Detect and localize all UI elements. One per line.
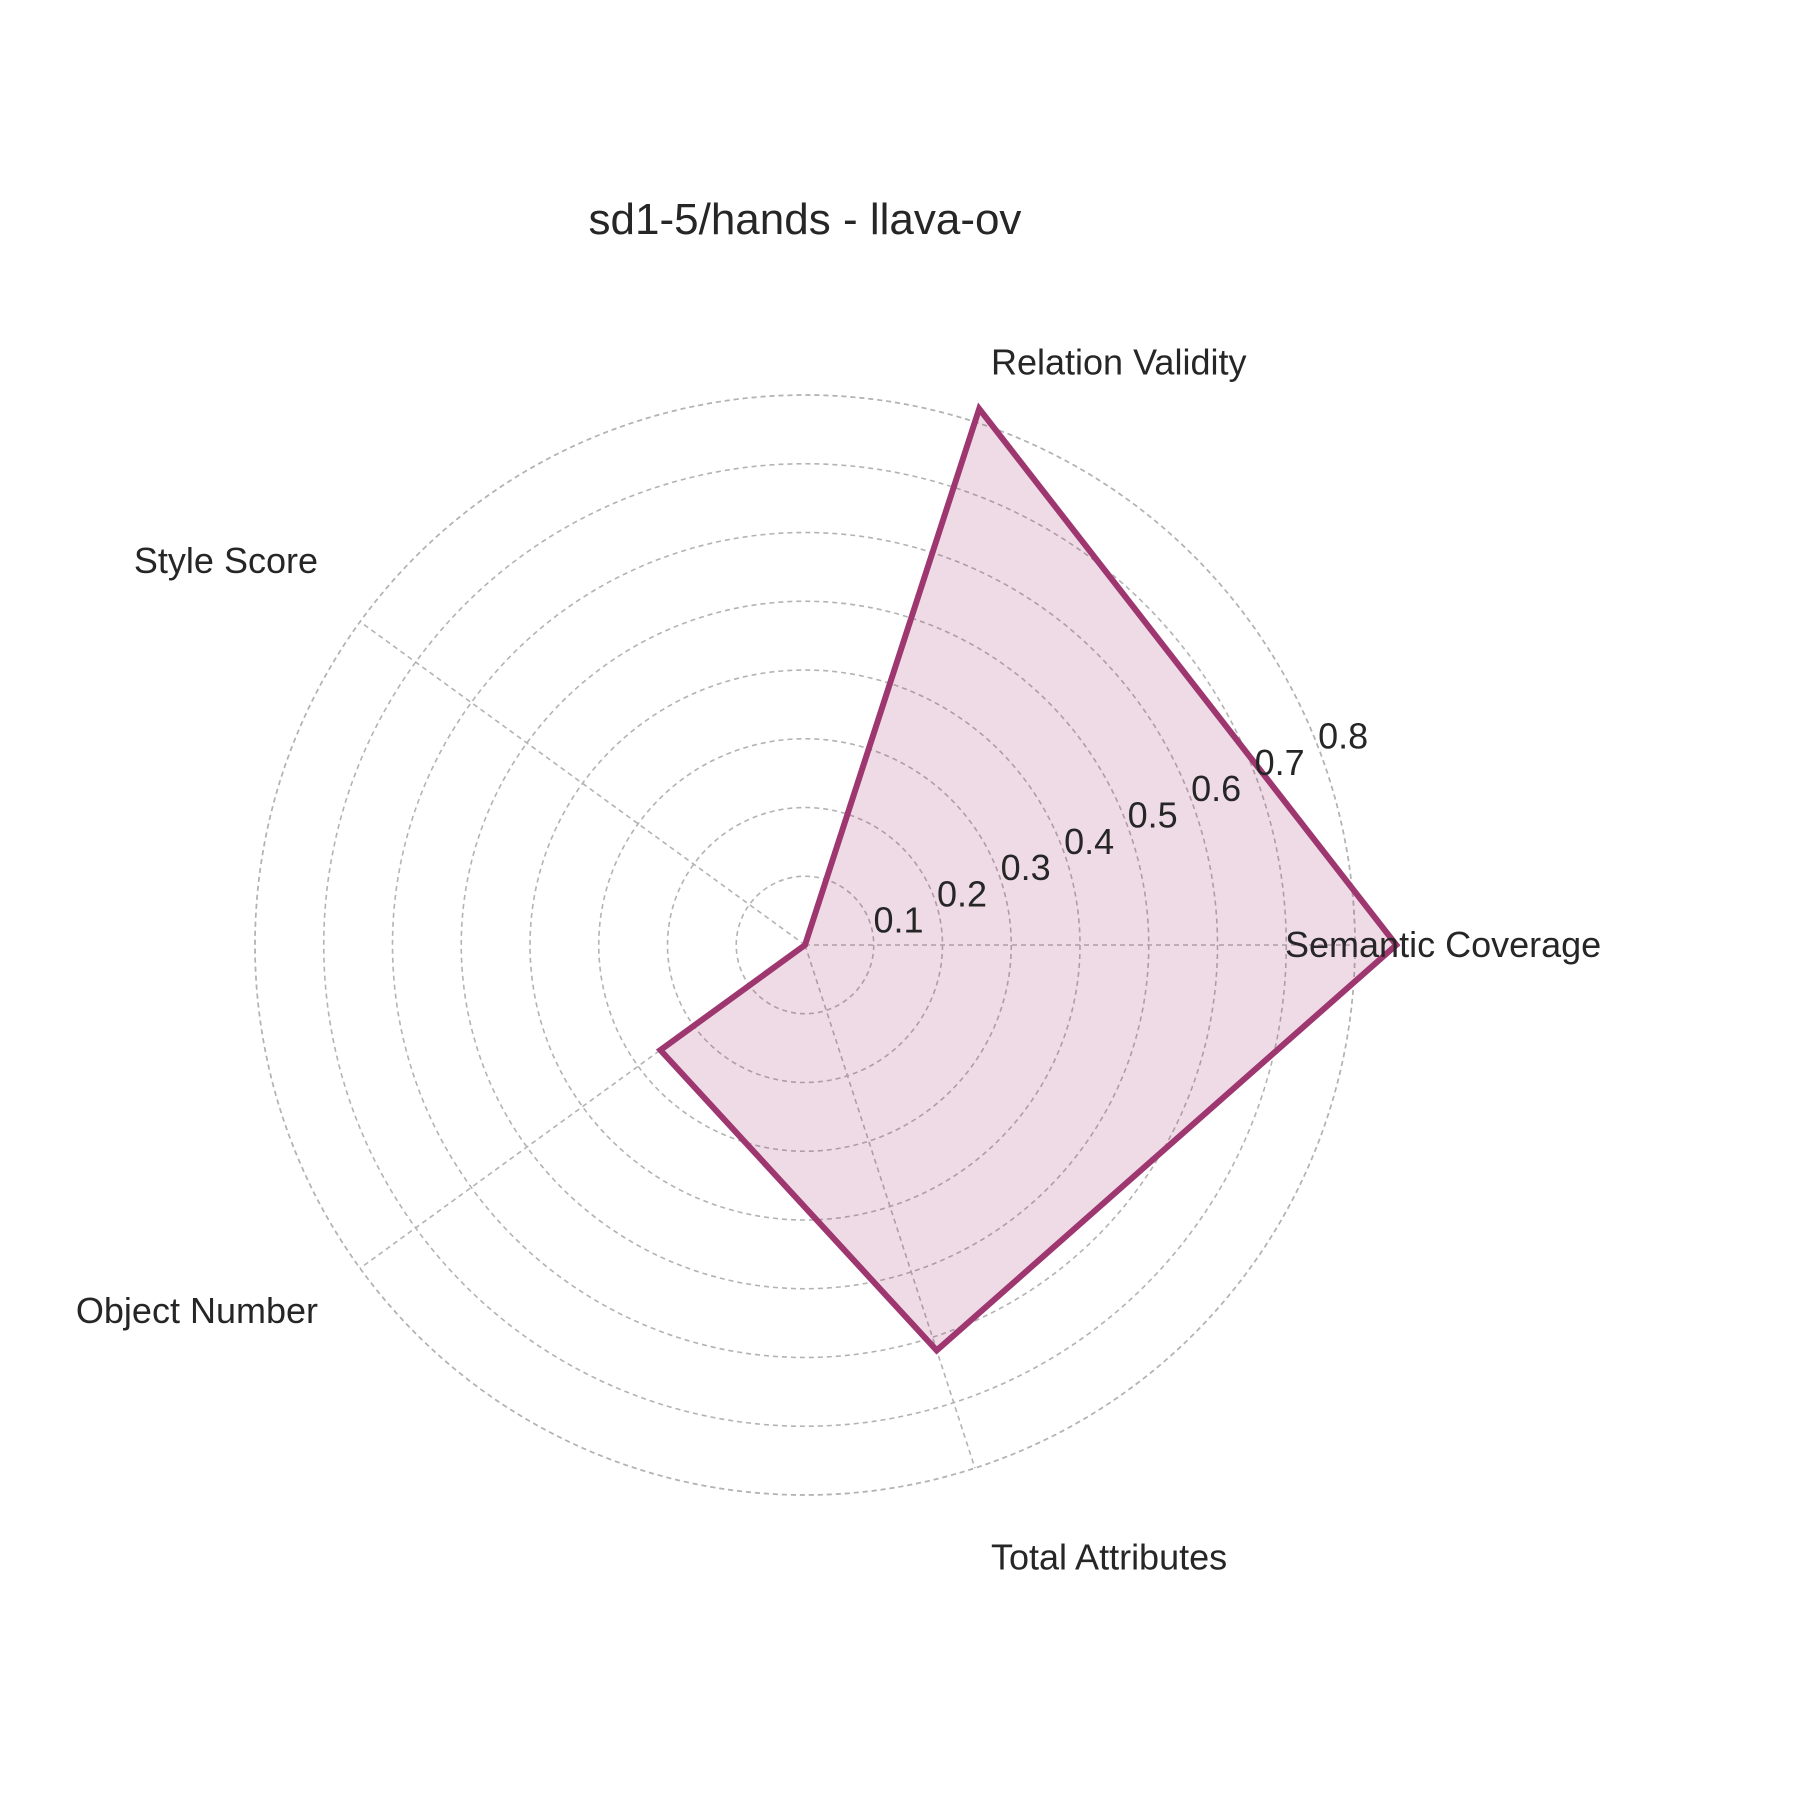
radial-ticks: 0.1 0.2 0.3 0.4 0.5 0.6 0.7 0.8 (874, 716, 1369, 941)
spoke-style-score (359, 621, 806, 946)
axis-label-total-attributes: Total Attributes (991, 1537, 1227, 1578)
axis-label-relation-validity: Relation Validity (991, 342, 1246, 383)
axis-labels: Semantic Coverage Relation Validity Style … (76, 342, 1601, 1578)
axis-label-object-number: Object Number (76, 1290, 318, 1331)
spoke-total-attributes (804, 944, 976, 1469)
grid-ring-0.6 (391, 531, 1219, 1359)
rtick-label: 0.7 (1255, 742, 1305, 783)
grid-ring-0.3 (597, 737, 1013, 1153)
grid-ring-0.1 (735, 875, 875, 1015)
rtick-label: 0.4 (1064, 821, 1114, 862)
rtick-label: 0.2 (937, 873, 987, 914)
rtick-label: 0.5 (1128, 795, 1178, 836)
rtick-label: 0.6 (1191, 768, 1241, 809)
rtick-label: 0.8 (1318, 716, 1368, 757)
series-layer (655, 402, 1401, 1355)
series-line (655, 402, 1401, 1355)
axis-label-style-score: Style Score (134, 540, 318, 581)
rtick-label: 0.3 (1001, 847, 1051, 888)
axis-label-semantic-coverage: Semantic Coverage (1285, 924, 1601, 965)
chart-title: sd1-5/hands - llava-ov (589, 195, 1022, 244)
rtick-label: 0.1 (874, 900, 924, 941)
series-fill (660, 408, 1397, 1351)
